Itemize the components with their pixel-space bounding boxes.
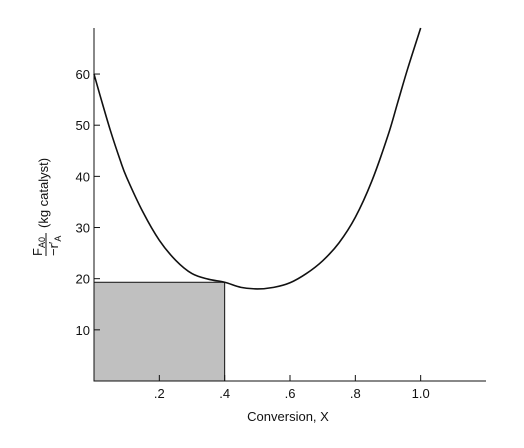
- y-axis-title: FA0 −r′A (kg catalyst): [30, 158, 63, 256]
- y-tick-label: 50: [76, 118, 90, 133]
- x-axis-title: Conversion, X: [247, 409, 329, 424]
- y-tick-label: 20: [76, 272, 90, 287]
- x-tick-label: .4: [219, 386, 230, 401]
- plot-area: .2 .4 .6 .8 1.0 10 20 30 40 50 60: [76, 27, 486, 401]
- curve-series-line: [93, 27, 422, 290]
- y-axis-title-numerator-main: F: [30, 248, 45, 256]
- y-axis-title-units: (kg catalyst): [36, 158, 51, 228]
- y-axis-title-denominator-main: −r′: [46, 241, 61, 256]
- y-axis-title-denominator-sub: A: [53, 236, 63, 242]
- y-tick-label: 60: [76, 67, 90, 82]
- x-axis-ticks: .2 .4 .6 .8 1.0: [154, 375, 430, 401]
- x-tick-label: 1.0: [412, 386, 430, 401]
- y-axis-title-denominator: −r′A: [46, 236, 63, 256]
- shaded-area-rectangle: [93, 281, 226, 382]
- x-tick-label: .2: [154, 386, 165, 401]
- y-tick-label: 10: [76, 323, 90, 338]
- x-tick-label: .6: [285, 386, 296, 401]
- y-tick-label: 40: [76, 169, 90, 184]
- y-axis-title-numerator-sub: A0: [37, 237, 47, 248]
- y-axis-title-numerator: FA0: [30, 237, 47, 256]
- y-tick-label: 30: [76, 221, 90, 236]
- x-tick-label: .8: [350, 386, 361, 401]
- y-axis-ticks: 10 20 30 40 50 60: [76, 67, 100, 338]
